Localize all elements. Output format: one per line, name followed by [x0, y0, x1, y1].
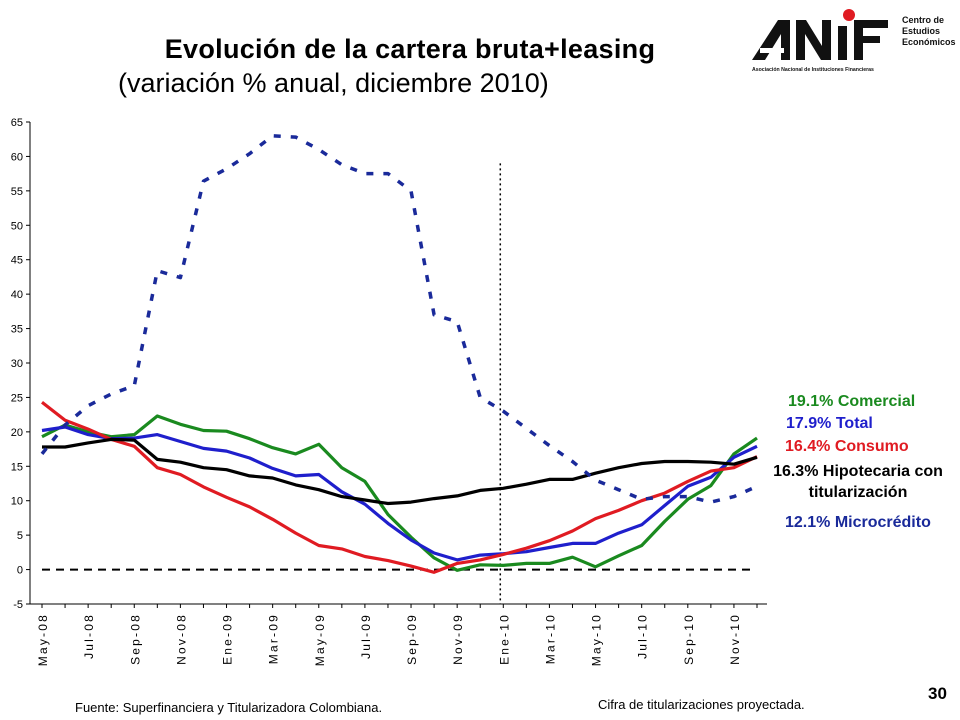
callout-total: 17.9% Total — [786, 415, 873, 433]
callout-total-value: 17.9% — [786, 415, 832, 432]
logo-center-line-3: Económicos — [902, 37, 956, 47]
x-tick-label: Nov-10 — [728, 613, 742, 665]
y-tick-label: 5 — [17, 530, 23, 542]
callout-comercial: 19.1% Comercial — [788, 393, 915, 411]
y-tick-label: 65 — [11, 117, 23, 129]
x-tick-label: May-10 — [590, 613, 604, 666]
y-tick-label: 15 — [11, 461, 23, 473]
callout-consumo-value: 16.4% — [785, 438, 831, 455]
x-tick-label: Sep-09 — [405, 613, 419, 665]
callout-microcredito: 12.1% Microcrédito — [785, 514, 931, 532]
y-tick-label: 55 — [11, 186, 23, 198]
source-footnote: Fuente: Superfinanciera y Titularizadora… — [75, 700, 383, 715]
y-tick-label: 10 — [11, 496, 23, 508]
chart-subtitle: (variación % anual, diciembre 2010) — [118, 68, 549, 98]
y-tick-label: 40 — [11, 289, 23, 301]
x-tick-label: Ene-10 — [497, 613, 511, 665]
callout-comercial-label: Comercial — [837, 393, 916, 410]
y-tick-label: 35 — [11, 324, 23, 336]
y-tick-label: -5 — [13, 599, 23, 611]
y-tick-label: 50 — [11, 220, 23, 232]
logo-center-line-1: Centro de — [902, 15, 944, 25]
logo-tagline: Asociación Nacional de Instituciones Fin… — [752, 67, 874, 73]
x-tick-label: Ene-09 — [221, 613, 235, 665]
chart-axes: -5 0 5 10 15 20 25 30 35 40 45 50 55 60 65 May-08 Jul-08… — [11, 117, 767, 666]
series-lines — [40, 134, 758, 574]
y-tick-label: 60 — [11, 151, 23, 163]
series-line-total — [41, 425, 758, 562]
x-tick-label: Nov-08 — [174, 613, 188, 665]
x-tick-label: Sep-08 — [128, 613, 142, 665]
x-tick-label: Mar-10 — [543, 613, 557, 664]
callout-microcredito-label: Microcrédito — [834, 514, 931, 531]
logo-red-dot — [843, 9, 855, 21]
reference-lines — [42, 163, 752, 604]
chart-title: Evolución de la cartera bruta+leasing — [164, 34, 656, 64]
x-tick-label: Nov-09 — [451, 613, 465, 665]
x-tick-label: May-08 — [36, 613, 50, 666]
callout-microcredito-value: 12.1% — [785, 514, 831, 531]
x-tick-label: Jul-10 — [636, 613, 650, 659]
page-number: 30 — [928, 684, 947, 703]
y-tick-label: 20 — [11, 427, 23, 439]
x-tick-label: Mar-09 — [267, 613, 281, 664]
series-line-hipotecaria-con-titularizacion — [42, 437, 758, 506]
series-line-comercial — [41, 414, 758, 572]
callout-comercial-value: 19.1% — [788, 393, 834, 410]
callout-total-label: Total — [835, 415, 873, 432]
projection-footnote: Cifra de titularizaciones proyectada. — [598, 697, 805, 712]
x-tick-label: Jul-09 — [359, 613, 373, 659]
line-chart: -5 0 5 10 15 20 25 30 35 40 45 50 55 60 65 May-08 Jul-08… — [11, 117, 767, 666]
anif-logo-mark — [752, 9, 888, 60]
callout-hipotecaria-label-2: titularización — [808, 484, 908, 501]
x-tick-label: Jul-08 — [82, 613, 96, 659]
y-tick-label: 0 — [17, 565, 23, 577]
callout-hipotecaria-value: 16.3% — [773, 463, 819, 480]
x-tick-label: Sep-10 — [682, 613, 696, 665]
callout-hipotecaria: 16.3% Hipotecaria con titularización — [758, 461, 958, 503]
anif-logo: Asociación Nacional de Instituciones Fin… — [752, 9, 956, 73]
series-line-microcredito — [40, 134, 758, 504]
x-tick-label: May-09 — [313, 613, 327, 666]
callout-consumo-label: Consumo — [834, 438, 909, 455]
y-tick-label: 25 — [11, 392, 23, 404]
callout-hipotecaria-label: Hipotecaria con — [822, 463, 943, 480]
logo-center-line-2: Estudios — [902, 26, 940, 36]
y-tick-label: 45 — [11, 255, 23, 267]
series-line-consumo — [41, 400, 758, 574]
y-tick-label: 30 — [11, 358, 23, 370]
callout-consumo: 16.4% Consumo — [785, 438, 909, 456]
